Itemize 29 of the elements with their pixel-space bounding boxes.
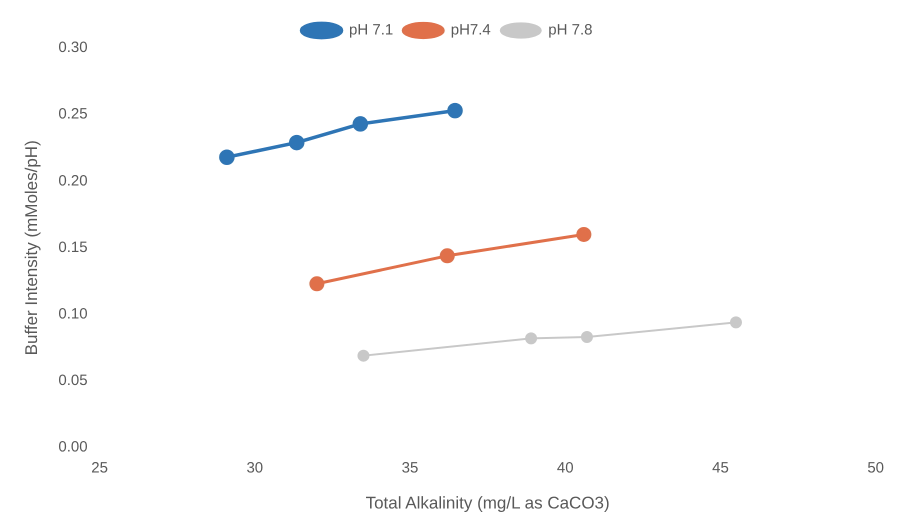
point [440,248,455,264]
x-tick-label: 50 [867,460,884,477]
x-axis-title: Total Alkalinity (mg/L as CaCO3) [366,493,610,512]
x-tick-label: 40 [556,460,574,477]
point [447,102,463,118]
point [730,316,742,328]
point [576,226,592,242]
y-tick-label: 0.25 [58,106,88,123]
y-tick-label: 0.00 [58,438,88,456]
point [309,276,324,292]
x-tick-label: 45 [712,460,729,477]
legend-label: pH7.4 [450,22,491,39]
point [352,116,368,132]
point [288,134,304,150]
y-tick-label: 0.15 [58,238,88,256]
x-tick-label: 35 [402,460,418,477]
y-tick-label: 0.10 [58,306,88,323]
y-tick-label: 0.05 [58,372,88,390]
y-axis-title: Buffer Intensity (mMoles/pH) [22,140,41,356]
legend-label: pH 7.8 [548,22,592,39]
legend-label: pH 7.1 [349,22,394,39]
point [219,149,235,165]
x-tick-label: 25 [91,460,108,477]
y-tick-label: 0.20 [58,172,88,190]
point [580,331,593,344]
point [525,332,538,344]
y-tick-label: 0.30 [58,39,88,56]
x-tick-label: 30 [246,460,264,477]
point [357,350,370,362]
